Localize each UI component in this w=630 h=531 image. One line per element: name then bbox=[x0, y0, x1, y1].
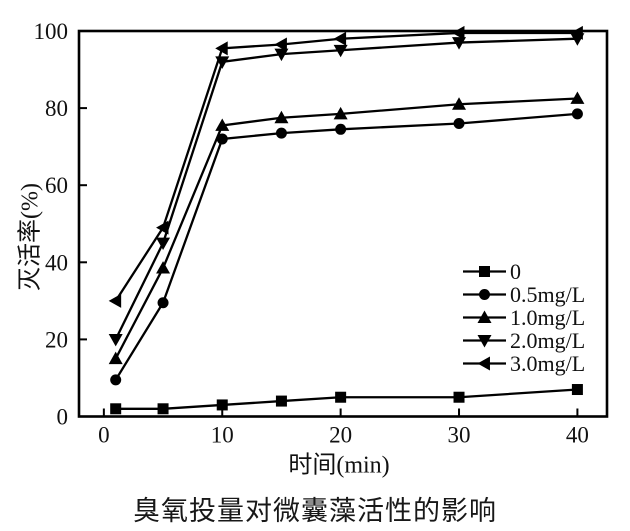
legend-label: 2.0mg/L bbox=[510, 328, 586, 353]
y-tick-label: 0 bbox=[57, 405, 69, 430]
legend-item: 0.5mg/L bbox=[461, 283, 585, 306]
y-axis-title: 灭活率(%) bbox=[17, 183, 44, 291]
y-tick-label: 100 bbox=[34, 19, 69, 44]
legend-label: 0 bbox=[510, 259, 521, 284]
legend-label: 0.5mg/L bbox=[510, 282, 586, 307]
marker-square-icon bbox=[275, 395, 287, 407]
marker-triangle-down-icon bbox=[477, 335, 492, 348]
marker-triangle-left-icon bbox=[108, 293, 122, 308]
marker-triangle-left-icon bbox=[333, 31, 347, 46]
legend-item: 1.0mg/L bbox=[461, 306, 585, 329]
legend: 0 0.5mg/L 1.0mg/L 2.0mg/L 3.0mg/L bbox=[461, 260, 585, 375]
marker-triangle-up-icon bbox=[108, 351, 123, 365]
marker-square-icon bbox=[479, 266, 490, 277]
marker-square-icon bbox=[335, 391, 347, 403]
marker-square-icon bbox=[110, 403, 122, 415]
marker-triangle-down-icon bbox=[333, 44, 348, 58]
marker-triangle-left-icon bbox=[156, 220, 169, 235]
legend-item: 2.0mg/L bbox=[461, 329, 585, 352]
marker-triangle-left-icon bbox=[452, 25, 465, 40]
marker-triangle-up-icon bbox=[215, 118, 230, 131]
plot-frame bbox=[77, 29, 609, 418]
x-tick-label: 10 bbox=[211, 423, 234, 448]
marker-circle-icon bbox=[157, 297, 169, 309]
marker-triangle-down-icon bbox=[108, 333, 123, 347]
marker-triangle-up-icon bbox=[452, 97, 467, 110]
legend-sample bbox=[463, 356, 506, 371]
y-tick-label: 80 bbox=[45, 96, 68, 121]
figure-caption: 臭氧投量对微囊藻活性的影响 bbox=[133, 496, 497, 526]
x-axis-title: 时间(min) bbox=[288, 452, 390, 479]
marker-triangle-up-icon bbox=[274, 110, 289, 124]
legend-sample bbox=[463, 266, 506, 277]
y-tick-label: 40 bbox=[45, 250, 68, 275]
marker-triangle-up-icon bbox=[570, 91, 585, 104]
marker-triangle-left-icon bbox=[274, 37, 287, 52]
marker-triangle-up-icon bbox=[333, 106, 348, 120]
marker-triangle-left-icon bbox=[215, 41, 228, 56]
marker-triangle-left-icon bbox=[477, 356, 490, 371]
marker-circle-icon bbox=[216, 133, 228, 145]
y-tick-label: 20 bbox=[45, 327, 68, 352]
marker-triangle-up-icon bbox=[156, 261, 171, 274]
marker-square-icon bbox=[453, 391, 465, 403]
marker-circle-icon bbox=[335, 123, 347, 135]
legend-item: 0 bbox=[461, 260, 585, 283]
marker-circle-icon bbox=[275, 127, 287, 139]
x-tick-label: 30 bbox=[448, 423, 471, 448]
y-tick-label: 60 bbox=[45, 173, 68, 198]
legend-sample bbox=[463, 289, 506, 300]
legend-label: 1.0mg/L bbox=[510, 305, 586, 330]
marker-triangle-up-icon bbox=[477, 310, 492, 323]
marker-square-icon bbox=[157, 403, 169, 415]
marker-triangle-down-icon bbox=[156, 237, 171, 251]
marker-circle-icon bbox=[110, 374, 122, 386]
marker-circle-icon bbox=[571, 108, 583, 120]
x-tick-label: 20 bbox=[329, 423, 352, 448]
legend-sample bbox=[463, 310, 506, 323]
marker-square-icon bbox=[216, 399, 228, 411]
legend-label: 3.0mg/L bbox=[510, 351, 586, 376]
marker-square-icon bbox=[571, 384, 583, 396]
marker-triangle-down-icon bbox=[274, 48, 289, 62]
x-tick-label: 0 bbox=[98, 423, 110, 448]
x-tick-label: 40 bbox=[566, 423, 589, 448]
marker-circle-icon bbox=[479, 289, 490, 300]
marker-circle-icon bbox=[453, 118, 465, 130]
marker-triangle-down-icon bbox=[452, 37, 467, 50]
legend-sample bbox=[463, 335, 506, 348]
legend-item: 3.0mg/L bbox=[461, 352, 585, 375]
series-line-0 bbox=[115, 388, 578, 410]
marker-triangle-left-icon bbox=[570, 25, 583, 40]
